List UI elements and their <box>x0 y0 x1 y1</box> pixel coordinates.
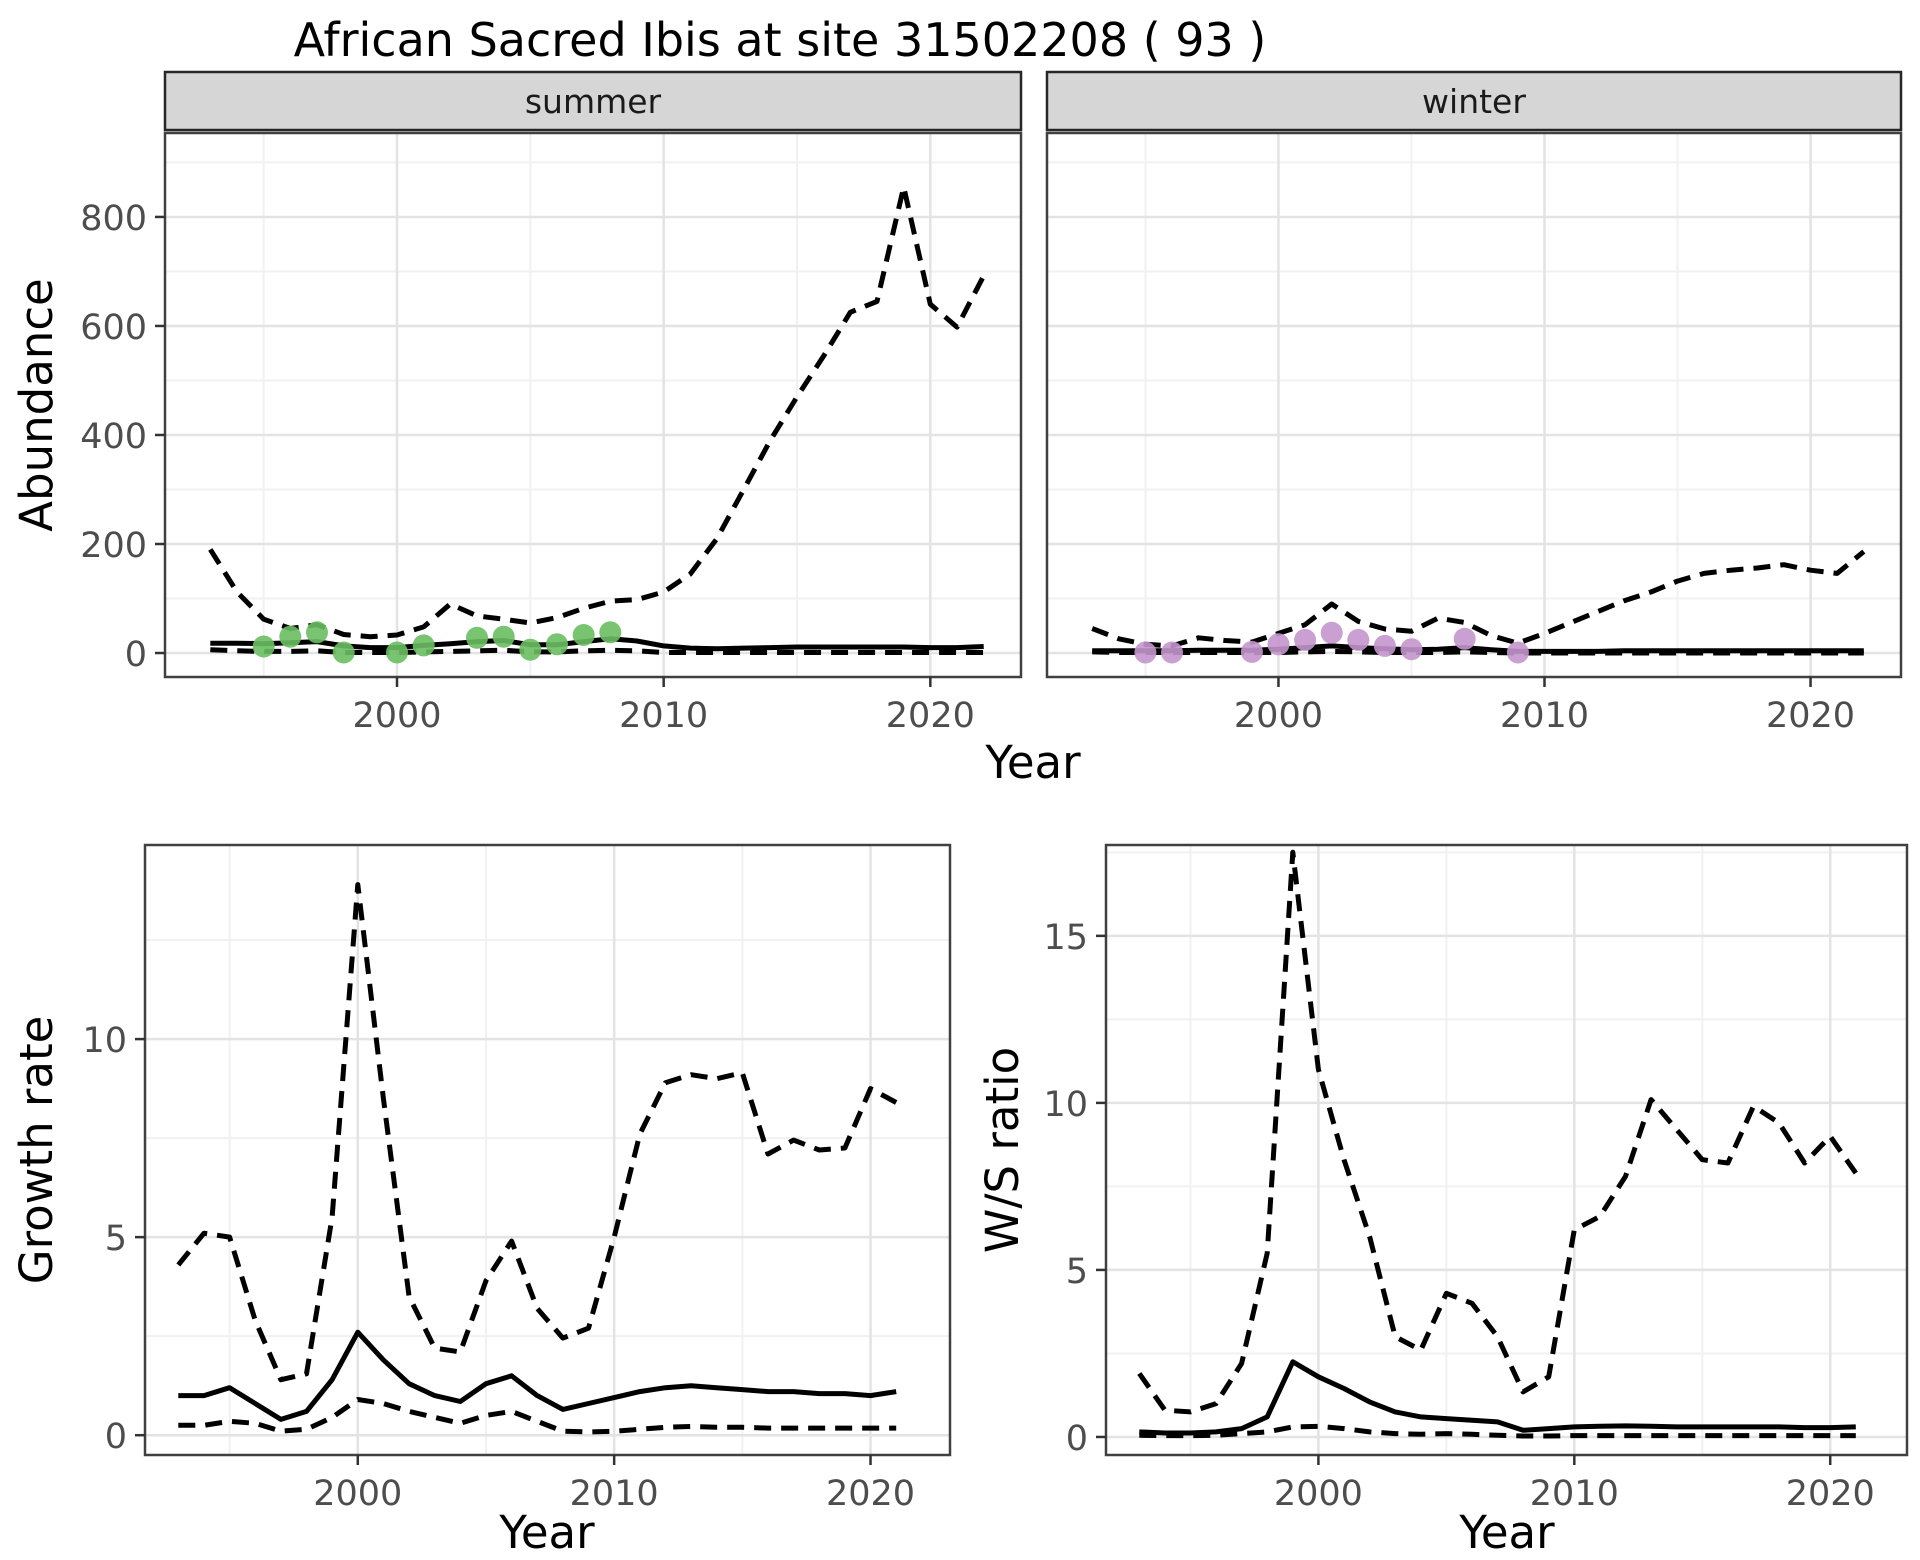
x-tick-label: 2000 <box>313 1474 402 1514</box>
observation-point <box>1400 638 1423 661</box>
y-tick-label: 10 <box>1043 1085 1088 1125</box>
y-tick-label: 800 <box>80 199 147 239</box>
x-tick-label: 2020 <box>886 696 975 736</box>
panel-background <box>1047 133 1901 677</box>
grid-major <box>145 845 950 1455</box>
observation-point <box>252 635 275 658</box>
ci-lower-line <box>210 647 984 655</box>
ci-lower-line <box>1092 648 1864 656</box>
observation-point <box>546 633 568 656</box>
facet-strip-summer-background <box>163 70 1023 132</box>
facet-strip-winter: winter <box>1045 70 1903 132</box>
panel-border <box>163 131 1023 679</box>
x-axis-ticks: 2000 2010 2020 <box>1274 1455 1875 1514</box>
x-axis-ticks: 2000 2010 2020 <box>352 677 975 736</box>
y-tick-label: 200 <box>80 526 147 566</box>
observation-point <box>572 624 595 646</box>
observation-point <box>1453 627 1476 650</box>
x-tick-label: 2000 <box>1274 1474 1363 1514</box>
observation-point <box>1134 641 1157 664</box>
abundance-summer-panel: 2000 2010 2020 0 200 400 600 800 <box>80 131 1023 736</box>
observation-point <box>1347 628 1370 651</box>
y-tick-label: 400 <box>80 417 147 457</box>
panel-border <box>1104 843 1909 1457</box>
ws-ratio-panel: 2000 2010 2020 0 5 10 15 <box>1043 843 1909 1514</box>
x-tick-label: 2020 <box>826 1474 915 1514</box>
panel-background <box>165 133 1021 677</box>
y-tick-label: 0 <box>1066 1419 1088 1459</box>
facet-strip-winter-label: winter <box>1422 82 1526 121</box>
facet-strip-winter-background <box>1045 70 1903 132</box>
ci-upper-line <box>1091 549 1866 649</box>
grid-minor <box>165 133 1021 677</box>
observation-point <box>306 621 328 644</box>
ws-ratio-x-axis-title: Year <box>1458 1506 1555 1559</box>
ci-upper-line <box>176 882 898 1383</box>
observation-point <box>599 621 622 644</box>
ci-upper-line <box>1137 849 1858 1415</box>
abundance-winter-panel: 2000 2010 2020 <box>1045 131 1903 736</box>
y-axis-ticks: 0 5 10 15 <box>1043 918 1106 1459</box>
observation-points <box>1134 621 1529 664</box>
y-tick-label: 0 <box>105 1417 127 1457</box>
panel-border <box>143 843 952 1457</box>
x-tick-label: 2020 <box>1766 696 1855 736</box>
observation-point <box>466 626 488 649</box>
x-tick-label: 2020 <box>1786 1474 1875 1514</box>
y-tick-label: 10 <box>82 1021 127 1061</box>
observation-point <box>1320 621 1343 644</box>
observation-point <box>1240 640 1263 663</box>
x-tick-label: 2010 <box>1500 696 1589 736</box>
top-x-axis-title: Year <box>984 736 1081 789</box>
growth-rate-panel: 2000 2010 2020 0 5 10 <box>82 843 952 1514</box>
fit-line <box>178 1329 897 1422</box>
observation-point <box>279 625 302 648</box>
panel-border <box>1045 131 1903 679</box>
x-tick-label: 2000 <box>352 696 441 736</box>
abundance-y-axis-title: Abundance <box>10 278 63 531</box>
grid-minor <box>145 845 950 1455</box>
x-tick-label: 2000 <box>1234 696 1323 736</box>
observation-point <box>386 641 408 664</box>
x-axis-ticks: 2000 2010 2020 <box>1234 677 1855 736</box>
y-tick-label: 0 <box>125 635 147 675</box>
ci-lower-line <box>178 1397 897 1435</box>
grid-major <box>1047 133 1901 677</box>
observation-point <box>412 634 435 657</box>
observation-point <box>332 641 355 664</box>
y-axis-ticks: 0 5 10 <box>82 1021 145 1457</box>
x-axis-ticks: 2000 2010 2020 <box>313 1455 915 1514</box>
x-tick-label: 2010 <box>570 1474 659 1514</box>
y-tick-label: 15 <box>1043 918 1088 958</box>
plot-title: African Sacred Ibis at site 31502208 ( 9… <box>294 13 1267 67</box>
x-tick-label: 2010 <box>1530 1474 1619 1514</box>
y-axis-ticks: 0 200 400 600 800 <box>80 199 165 675</box>
y-tick-label: 5 <box>1066 1252 1088 1292</box>
observation-point <box>492 625 515 648</box>
observation-points <box>252 621 622 664</box>
facet-strip-summer: summer <box>163 70 1023 132</box>
observation-point <box>1161 641 1183 664</box>
observation-point <box>1294 628 1317 651</box>
x-tick-label: 2010 <box>619 696 708 736</box>
observation-point <box>519 638 542 661</box>
observation-point <box>1506 641 1529 664</box>
grid-minor <box>1047 133 1901 677</box>
y-tick-label: 5 <box>105 1219 127 1259</box>
growth-rate-x-axis-title: Year <box>498 1506 595 1559</box>
fit-line <box>1092 643 1864 654</box>
fit-line <box>1139 1359 1856 1436</box>
observation-point <box>1373 634 1396 657</box>
growth-rate-y-axis-title: Growth rate <box>10 1016 63 1285</box>
ci-lower-line <box>1139 1423 1856 1439</box>
observation-point <box>1267 633 1290 656</box>
ci-upper-line <box>208 184 986 640</box>
facet-strip-summer-label: summer <box>525 82 662 121</box>
y-tick-label: 600 <box>80 308 147 348</box>
ws-ratio-y-axis-title: W/S ratio <box>976 1047 1029 1253</box>
